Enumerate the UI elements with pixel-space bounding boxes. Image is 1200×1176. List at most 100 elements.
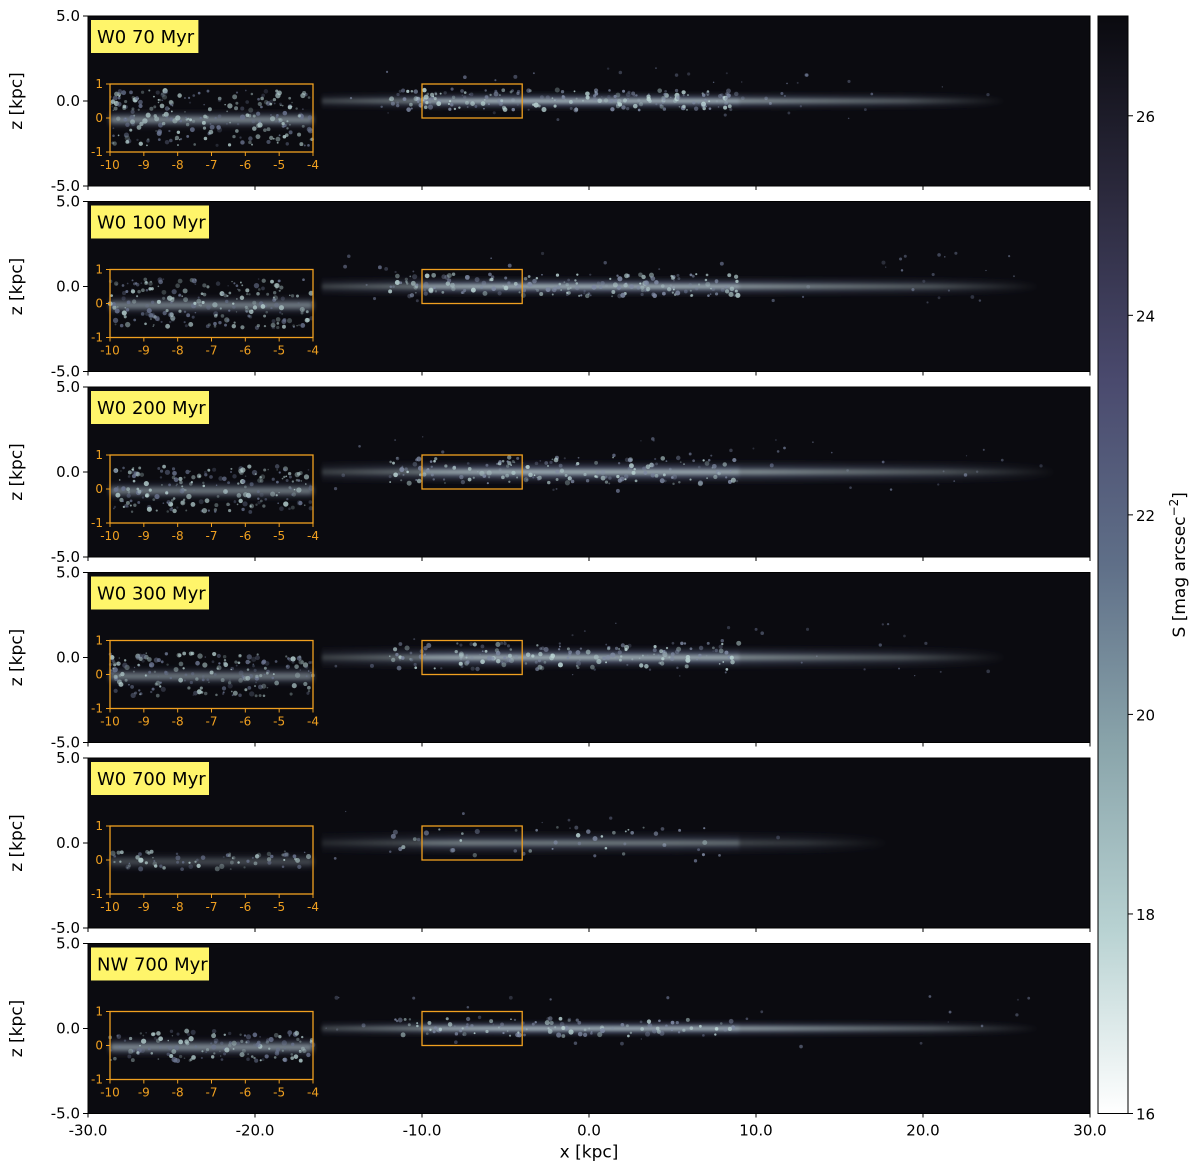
inset-clump	[178, 309, 182, 313]
disk-clump	[396, 456, 399, 459]
halo-particle	[606, 67, 610, 70]
disk-clump	[445, 281, 451, 286]
disk-clump	[672, 482, 675, 486]
disk-clump	[506, 464, 510, 468]
disk-clump	[675, 455, 681, 461]
disk-clump	[607, 647, 611, 651]
halo-particle	[903, 634, 906, 638]
disk-clump	[558, 645, 561, 648]
disk-clump	[583, 1032, 588, 1037]
disk-clump	[625, 1024, 629, 1028]
y-axis-label: z [kpc]	[7, 443, 27, 501]
inset-clump	[130, 119, 135, 125]
inset-clump	[204, 498, 210, 504]
inset-clump	[296, 655, 302, 661]
disk-clump	[677, 277, 681, 281]
disk-clump	[695, 287, 699, 291]
disk-clump	[539, 95, 544, 100]
inset-clump	[299, 1049, 301, 1052]
inset-clump	[143, 277, 148, 282]
inset-clump	[203, 470, 207, 474]
halo-particle	[567, 818, 571, 822]
halo-particle	[394, 439, 396, 441]
inset-clump	[309, 484, 312, 487]
disk-clump	[466, 1016, 471, 1022]
disk-clump	[675, 95, 681, 100]
inset-clumps	[109, 88, 314, 147]
inset-clump	[265, 310, 269, 314]
inset-clump	[270, 279, 274, 284]
inset-clump	[233, 282, 236, 285]
inset-clump	[126, 866, 129, 869]
inset-clump	[302, 662, 309, 668]
disk-clump	[697, 480, 704, 486]
disk-clump	[536, 289, 540, 293]
halo-particle	[441, 450, 445, 454]
inset-clump	[153, 859, 156, 862]
inset-clump	[122, 291, 127, 296]
inset-clump	[128, 1052, 130, 1054]
inset-clump	[130, 1058, 135, 1063]
disk-clump	[723, 105, 728, 110]
disk-clump	[604, 475, 608, 479]
inset-clump	[273, 1056, 277, 1059]
inset-clump	[231, 857, 234, 859]
disk-clump	[639, 663, 644, 668]
disk-clump	[665, 646, 669, 650]
inset-clump	[236, 493, 242, 498]
disk-clump	[392, 829, 398, 835]
inset-clump	[169, 138, 173, 143]
disk-clump	[506, 460, 509, 463]
inset-z-tick-label: -1	[91, 145, 103, 159]
disk-clump	[535, 276, 539, 280]
disk-clump	[392, 285, 395, 288]
disk-clump	[709, 293, 712, 296]
disk-clump	[563, 457, 566, 460]
inset-clump	[243, 866, 246, 869]
inset-clump	[123, 315, 127, 319]
inset-clump	[147, 138, 150, 141]
y-axis-label: z [kpc]	[7, 1000, 27, 1058]
disk-clump	[617, 276, 623, 282]
inset-clump	[294, 1030, 300, 1036]
inset-clump	[222, 691, 225, 694]
inset-clump	[288, 123, 291, 126]
inset-clump	[155, 130, 158, 132]
inset-clump	[122, 662, 128, 668]
inset-clump	[164, 469, 171, 475]
inset-clump	[301, 108, 304, 111]
disk-clump	[617, 102, 623, 107]
inset-clump	[154, 494, 160, 500]
inset-clump	[129, 128, 133, 132]
halo-particle	[771, 298, 775, 303]
inset-clump	[152, 323, 155, 326]
inset-clump	[246, 668, 250, 671]
disk-clump	[499, 101, 503, 105]
inset-clump	[237, 661, 241, 665]
disk-clump	[553, 286, 557, 291]
inset-clump	[292, 324, 295, 328]
disk-clump	[631, 91, 636, 96]
inset-clump	[110, 294, 114, 297]
disk-clump	[500, 1022, 504, 1027]
inset-clump	[260, 96, 264, 101]
inset-clump	[291, 1042, 295, 1047]
halo-particle	[463, 75, 467, 80]
inset-clump	[151, 1032, 156, 1037]
inset-clump	[223, 658, 227, 662]
inset-clump	[162, 296, 166, 300]
disk-clump	[436, 101, 442, 107]
inset-clump	[279, 311, 282, 314]
disk-clump	[484, 95, 489, 100]
disk-clump	[655, 462, 658, 466]
inset-clump	[135, 96, 139, 101]
inset-clump	[222, 476, 227, 482]
inset-clump	[272, 298, 277, 302]
halo-particle	[720, 639, 724, 643]
disk-clump	[410, 90, 414, 93]
inset-clump	[295, 107, 298, 110]
inset-clump	[254, 1058, 259, 1063]
inset-clump	[248, 140, 252, 145]
inset-clump	[184, 97, 186, 99]
inset-x-tick-label: -9	[138, 900, 150, 914]
